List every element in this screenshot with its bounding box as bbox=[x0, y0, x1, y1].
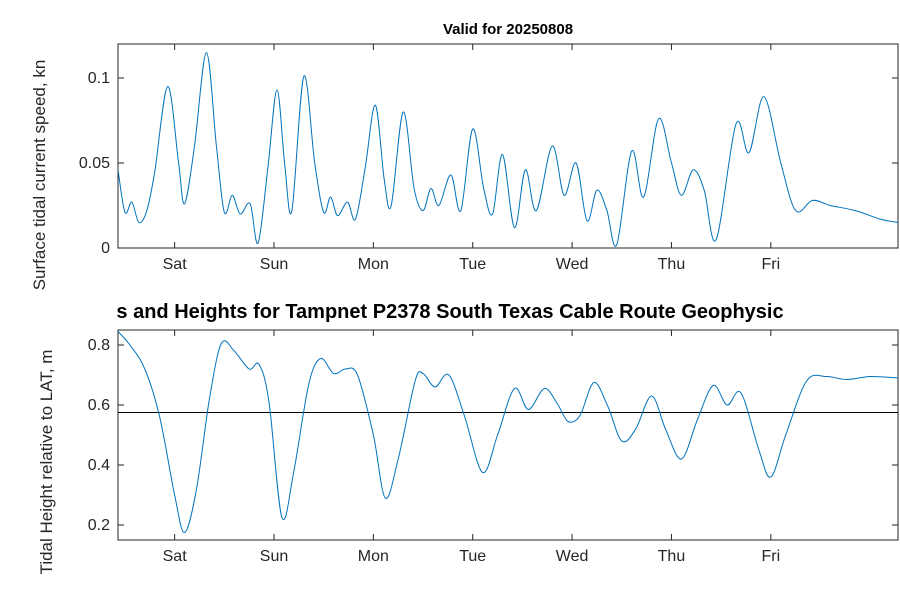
svg-text:Fri: Fri bbox=[761, 548, 780, 565]
bottom-chart-title: s and Heights for Tampnet P2378 South Te… bbox=[116, 301, 784, 323]
svg-text:Sun: Sun bbox=[260, 256, 288, 273]
svg-text:Tue: Tue bbox=[459, 256, 486, 273]
svg-text:0: 0 bbox=[101, 240, 110, 257]
svg-text:Mon: Mon bbox=[358, 256, 389, 273]
svg-text:0.05: 0.05 bbox=[79, 155, 110, 172]
current-speed-chart: Sat Sun Mon Tue Wed Thu Fri 0 0.05 0.1 bbox=[79, 43, 899, 273]
svg-text:0.6: 0.6 bbox=[88, 397, 110, 414]
tidal-height-chart: Sat Sun Mon Tue Wed Thu Fri 0.2 0.4 0.6 0.8 bbox=[88, 329, 899, 565]
top-chart-title: Valid for 20250808 bbox=[442, 21, 574, 38]
svg-text:0.4: 0.4 bbox=[88, 457, 110, 474]
svg-text:Thu: Thu bbox=[658, 256, 686, 273]
svg-text:0.8: 0.8 bbox=[88, 337, 110, 354]
svg-text:0.2: 0.2 bbox=[88, 517, 110, 534]
svg-text:Wed: Wed bbox=[556, 548, 589, 565]
svg-text:Mon: Mon bbox=[358, 548, 389, 565]
svg-text:0.1: 0.1 bbox=[88, 70, 110, 87]
svg-text:Tue: Tue bbox=[459, 548, 486, 565]
svg-text:Sat: Sat bbox=[163, 256, 188, 273]
svg-text:Thu: Thu bbox=[658, 548, 686, 565]
svg-text:Wed: Wed bbox=[556, 256, 589, 273]
svg-text:Fri: Fri bbox=[761, 256, 780, 273]
svg-text:Sat: Sat bbox=[163, 548, 188, 565]
svg-text:Sun: Sun bbox=[260, 548, 288, 565]
